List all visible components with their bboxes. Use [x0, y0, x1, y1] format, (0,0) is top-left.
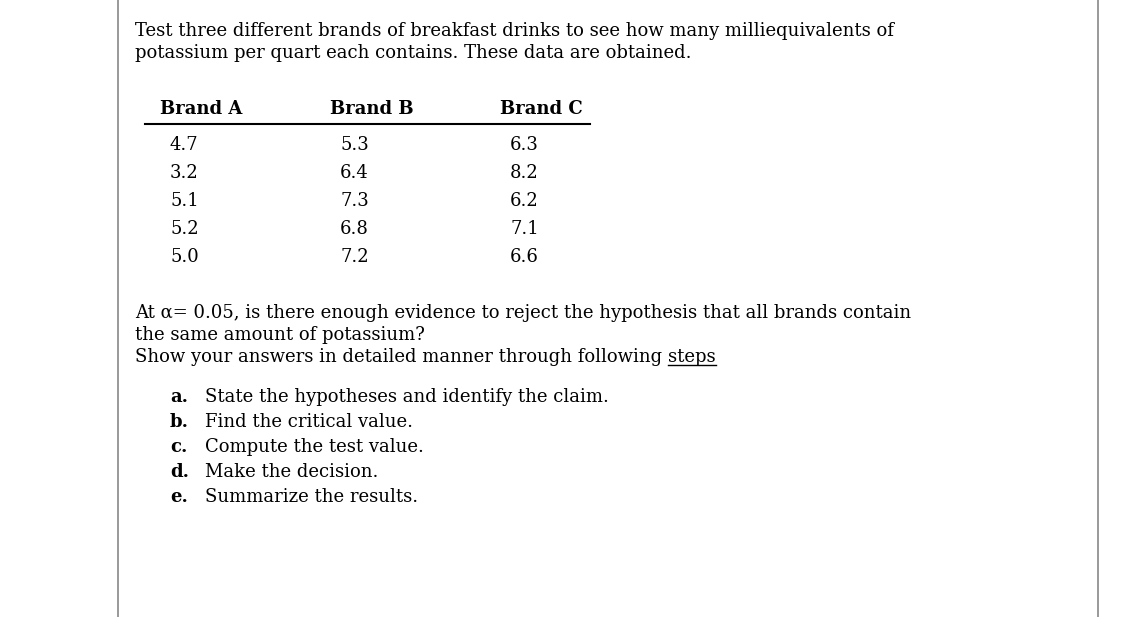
Text: 5.2: 5.2: [170, 220, 199, 238]
Text: Brand A: Brand A: [160, 100, 242, 118]
Text: potassium per quart each contains. These data are obtained.: potassium per quart each contains. These…: [135, 44, 692, 62]
Text: 6.4: 6.4: [340, 164, 369, 182]
Text: b.: b.: [170, 413, 189, 431]
Text: d.: d.: [170, 463, 189, 481]
Text: 7.1: 7.1: [510, 220, 539, 238]
Text: steps: steps: [668, 348, 716, 366]
Text: 8.2: 8.2: [510, 164, 539, 182]
Text: 6.3: 6.3: [510, 136, 539, 154]
Text: Test three different brands of breakfast drinks to see how many milliequivalents: Test three different brands of breakfast…: [135, 22, 894, 40]
Text: 3.2: 3.2: [170, 164, 199, 182]
Text: e.: e.: [170, 488, 188, 506]
Text: 4.7: 4.7: [170, 136, 199, 154]
Text: Compute the test value.: Compute the test value.: [205, 438, 424, 456]
Text: 6.2: 6.2: [510, 192, 539, 210]
Text: Brand C: Brand C: [500, 100, 583, 118]
Text: c.: c.: [170, 438, 188, 456]
Text: Summarize the results.: Summarize the results.: [205, 488, 418, 506]
Text: the same amount of potassium?: the same amount of potassium?: [135, 326, 425, 344]
Text: 7.2: 7.2: [340, 248, 369, 266]
Text: 6.8: 6.8: [340, 220, 369, 238]
Text: 7.3: 7.3: [340, 192, 369, 210]
Text: 5.0: 5.0: [170, 248, 199, 266]
Text: 5.1: 5.1: [170, 192, 199, 210]
Text: At α= 0.05, is there enough evidence to reject the hypothesis that all brands co: At α= 0.05, is there enough evidence to …: [135, 304, 911, 322]
Text: Find the critical value.: Find the critical value.: [205, 413, 413, 431]
Text: State the hypotheses and identify the claim.: State the hypotheses and identify the cl…: [205, 388, 609, 406]
Text: Brand B: Brand B: [330, 100, 414, 118]
Text: a.: a.: [170, 388, 188, 406]
Text: 6.6: 6.6: [510, 248, 539, 266]
Text: Make the decision.: Make the decision.: [205, 463, 378, 481]
Text: 5.3: 5.3: [340, 136, 369, 154]
Text: Show your answers in detailed manner through following: Show your answers in detailed manner thr…: [135, 348, 668, 366]
